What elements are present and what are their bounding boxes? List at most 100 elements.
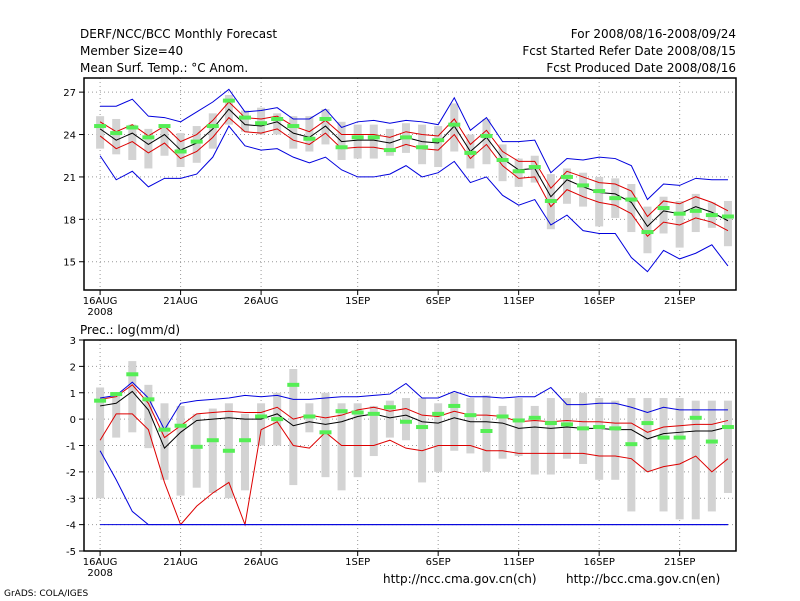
member-marker [625,442,638,447]
produced-date: Fcst Produced Date 2008/08/16 [546,61,736,75]
member-marker [126,372,139,377]
member-marker [593,425,606,430]
member-marker [142,397,155,402]
y-tick-label: -5 [66,547,76,558]
spread-bar [691,193,700,233]
spread-bar [257,107,266,135]
member-marker [399,135,412,140]
member-marker [351,135,364,140]
member-marker [126,125,139,130]
y-tick-label: 1 [70,389,76,400]
plot-frame [83,77,737,291]
member-marker [94,124,107,129]
spread-bar [160,403,169,480]
series-line-lower-inner [99,116,729,238]
spread-bar [611,400,620,480]
x-tick-label: 16AUG [83,557,118,568]
member-marker [287,382,300,387]
member-marker [351,410,364,415]
member-marker [609,196,622,201]
member-marker [512,169,525,174]
spread-bar [707,400,716,512]
spread-bar [192,413,201,488]
spread-bar [659,196,668,234]
member-marker [577,183,590,188]
spread-bar [385,400,394,438]
bcc-link[interactable]: http://bcc.cma.gov.cn(en) [566,572,721,586]
member-marker [383,405,396,410]
y-tick-label: 0 [70,415,76,426]
member-marker [560,422,573,427]
x-tick-label: 11SEP [503,296,534,307]
member-marker [721,214,734,219]
ncc-link[interactable]: http://ncc.cma.gov.cn(ch) [383,572,537,586]
member-marker [705,439,718,444]
spread-bar [208,408,217,493]
spread-bar [369,405,378,457]
member-marker [689,208,702,213]
member-marker [577,426,590,431]
member-marker [641,421,654,426]
member-marker [158,427,171,432]
spread-bar [595,176,604,227]
member-marker [335,145,348,150]
member-marker [673,435,686,440]
member-marker [657,435,670,440]
member-marker [673,211,686,216]
spread-bar [353,403,362,478]
precip-title: Prec.: log(mm/d) [80,323,181,337]
y-tick-label: 21 [63,173,76,184]
x-tick-label: 6SEP [426,557,451,568]
member-marker [416,145,429,150]
member-marker [641,230,654,235]
x-tick-label: 26AUG [244,557,279,568]
x-tick-label: 16SEP [583,296,614,307]
member-size: Member Size=40 [80,44,184,58]
member-marker [496,157,509,162]
spread-bar [128,124,137,160]
member-marker [110,131,123,136]
member-marker [464,413,477,418]
spread-bar [627,398,636,512]
member-marker [528,165,541,170]
started-date: Fcst Started Refer Date 2008/08/15 [522,44,736,58]
member-marker [303,136,316,141]
spread-bar [144,128,153,169]
x-tick-label: 6SEP [426,296,451,307]
member-marker [528,415,541,420]
member-marker [238,438,251,443]
spread-bar [498,144,507,182]
member-marker [367,411,380,416]
y-tick-label: 18 [63,215,76,226]
y-tick-label: -4 [66,521,76,532]
x-tick-label: 1SEP [345,296,370,307]
member-marker [335,409,348,414]
series-line-upper-outer [100,88,728,201]
spread-bar [562,398,571,459]
series-line-lower-outer [99,125,729,273]
spread-bar [305,116,314,152]
spread-bar [369,124,378,159]
member-marker [480,428,493,433]
spread-bar [273,113,282,135]
member-marker [255,414,268,419]
spread-bar [337,403,346,491]
spread-bar [562,168,571,204]
spread-bar [289,116,298,149]
spread-bar [96,116,105,149]
member-marker [238,115,251,120]
spread-bar [723,200,732,247]
x-tick-label: 21AUG [163,296,198,307]
spread-bar [482,118,491,165]
spread-bar [353,124,362,159]
member-marker [448,122,461,127]
member-marker [544,198,557,203]
member-marker [448,403,461,408]
member-marker [416,425,429,430]
member-marker [432,411,445,416]
member-marker [480,133,493,138]
spread-bar [675,200,684,248]
spread-bar [466,398,475,454]
forecast-title: DERF/NCC/BCC Monthly Forecast [80,27,278,41]
